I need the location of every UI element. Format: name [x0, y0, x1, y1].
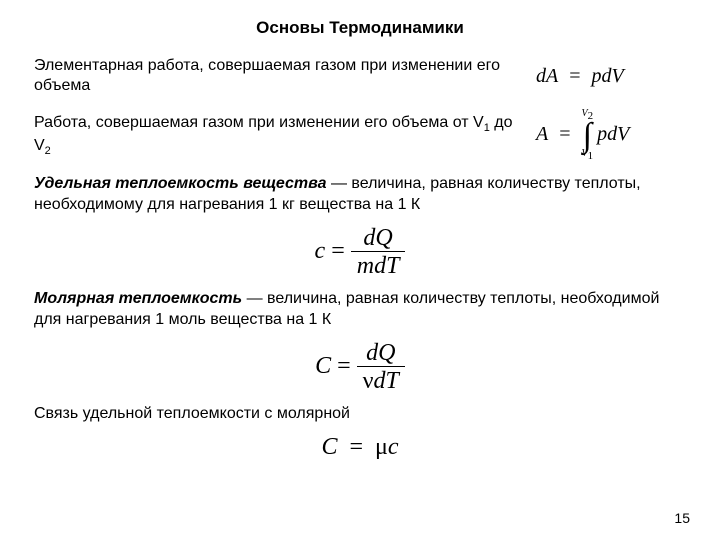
frac-C-num: dQ	[357, 341, 405, 367]
eq-rel-lhs: C	[321, 434, 337, 460]
eq-molar-heat: C= dQ νdT	[34, 341, 686, 394]
eq-c-lhs: c	[315, 238, 326, 264]
term-specific-heat: Удельная теплоемкость вещества	[34, 175, 327, 192]
eq-A-lhs: A	[536, 123, 548, 145]
eq-rel-c: c	[388, 434, 399, 460]
eq-relation: C = μc	[34, 434, 686, 461]
term-molar-heat: Молярная теплоемкость	[34, 290, 242, 307]
eq-C-lhs: C	[315, 353, 331, 379]
def-molar-heat: Молярная теплоемкость — величина, равная…	[34, 289, 686, 331]
desc-sub2: 2	[45, 145, 51, 157]
frac-C-den-nu: ν	[363, 368, 374, 394]
eq-integrand: pdV	[597, 123, 629, 145]
desc-work-v1-v2: Работа, совершаемая газом при изменении …	[34, 113, 536, 158]
frac-c: dQ mdT	[351, 226, 406, 279]
eq-elementary-work: dA = pdV	[536, 65, 686, 88]
def-relation: Связь удельной теплоемкости с молярной	[34, 404, 686, 425]
page-title: Основы Термодинамики	[34, 18, 686, 38]
eq-dA-lhs: dA	[536, 65, 558, 87]
row-elementary-work: Элементарная работа, совершаемая газом п…	[34, 56, 686, 97]
eq-specific-heat: c= dQ mdT	[34, 226, 686, 279]
frac-C: dQ νdT	[357, 341, 405, 394]
integral-icon: V2 ∫ V1	[582, 109, 594, 162]
row-work-v1-v2: Работа, совершаемая газом при изменении …	[34, 109, 686, 162]
frac-C-den-rest: dT	[374, 368, 399, 394]
eq-work-integral: A = V2 ∫ V1 pdV	[536, 109, 686, 162]
eq-rel-mu: μ	[375, 434, 388, 460]
frac-c-den: mdT	[351, 252, 406, 279]
eq-dA-rhs: pdV	[592, 65, 624, 87]
desc-prefix: Работа, совершаемая газом при изменении …	[34, 114, 484, 131]
desc-elementary-work: Элементарная работа, совершаемая газом п…	[34, 56, 536, 97]
def-specific-heat: Удельная теплоемкость вещества — величин…	[34, 174, 686, 216]
int-lower-sub: 1	[588, 150, 594, 162]
frac-c-num: dQ	[351, 226, 406, 252]
page-number: 15	[674, 510, 690, 526]
